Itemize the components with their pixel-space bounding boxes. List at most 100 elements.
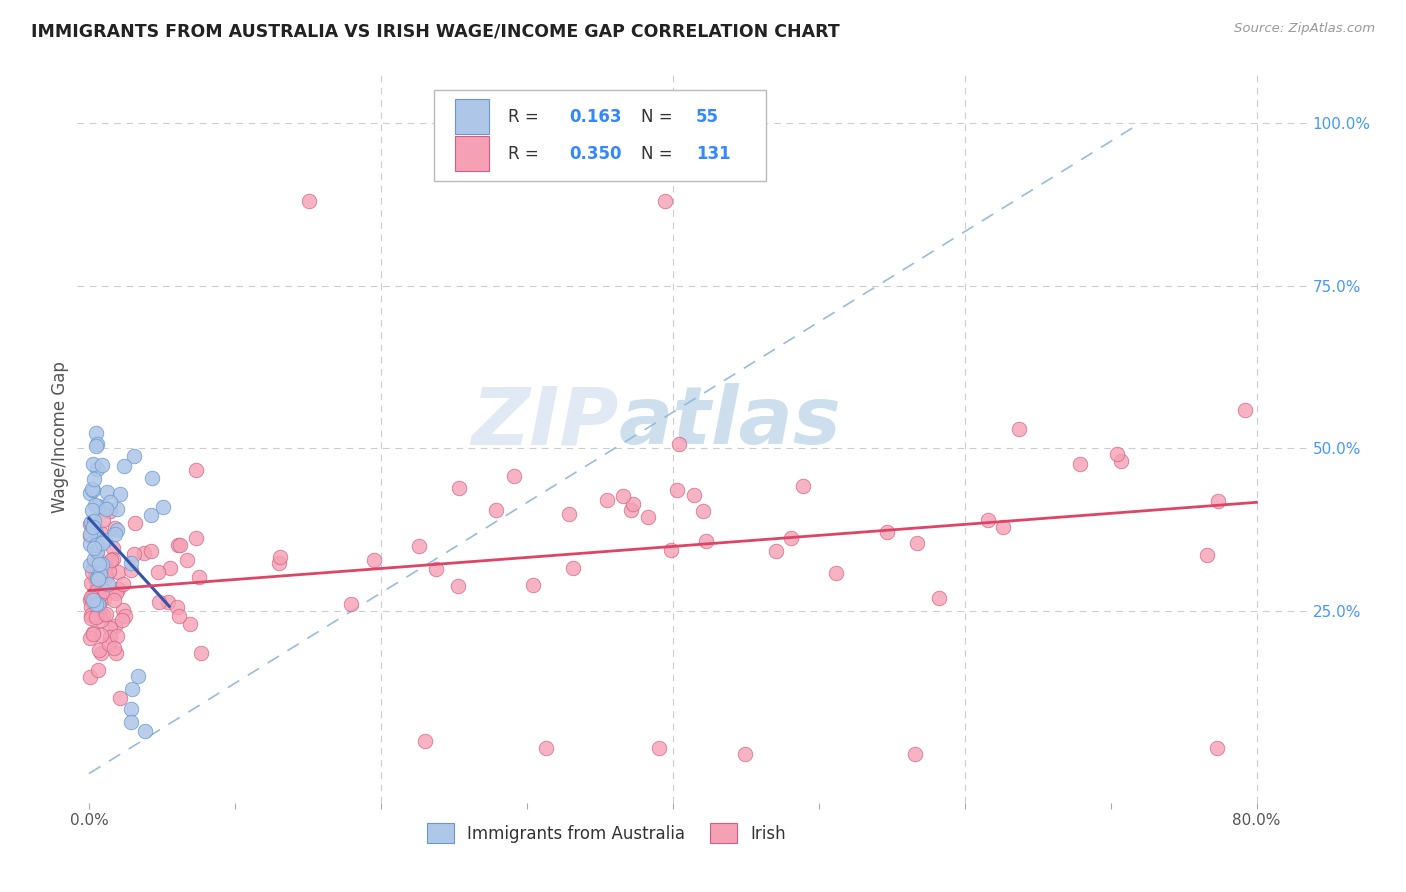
Point — [1233, 403, 1256, 417]
Point — [122, 548, 145, 562]
Point — [93, 591, 115, 606]
Point — [86, 545, 108, 559]
Text: ZIP: ZIP — [471, 384, 619, 461]
Point — [90, 570, 112, 584]
Point — [94, 533, 117, 547]
Point — [780, 531, 803, 545]
Point — [654, 194, 676, 209]
Point — [977, 513, 1000, 527]
Point — [83, 514, 105, 528]
Point — [82, 597, 104, 611]
Point — [105, 629, 128, 643]
Point — [134, 546, 156, 560]
FancyBboxPatch shape — [456, 99, 489, 135]
Point — [447, 578, 470, 592]
Point — [110, 487, 132, 501]
Point — [89, 598, 111, 612]
Point — [79, 558, 101, 572]
Point — [114, 609, 136, 624]
Point — [84, 439, 107, 453]
Point — [87, 558, 110, 572]
Point — [1205, 740, 1227, 755]
Point — [80, 502, 103, 516]
Point — [534, 740, 557, 755]
Point — [80, 611, 103, 625]
Point — [89, 646, 111, 660]
Point — [502, 468, 524, 483]
Point — [596, 492, 619, 507]
Point — [104, 646, 127, 660]
Point — [105, 501, 128, 516]
Point — [298, 194, 321, 209]
Point — [79, 486, 101, 500]
Point — [83, 590, 105, 604]
Point — [100, 553, 122, 567]
Text: R =: R = — [508, 108, 544, 126]
Point — [86, 598, 108, 612]
Point — [825, 566, 848, 580]
Point — [190, 646, 212, 660]
Point — [141, 544, 163, 558]
Point — [648, 740, 671, 755]
Point — [94, 583, 117, 598]
Point — [139, 508, 162, 522]
Point — [340, 597, 363, 611]
Point — [98, 504, 121, 518]
Point — [93, 607, 115, 622]
Point — [1008, 422, 1031, 436]
Text: R =: R = — [508, 145, 544, 163]
Point — [101, 551, 124, 566]
Point — [79, 529, 101, 543]
Point — [97, 637, 120, 651]
Point — [620, 503, 643, 517]
Point — [79, 631, 101, 645]
Point — [111, 614, 134, 628]
Point — [562, 560, 585, 574]
Point — [121, 681, 143, 696]
Point — [666, 483, 689, 497]
Point — [91, 513, 114, 527]
Point — [87, 572, 110, 586]
FancyBboxPatch shape — [434, 90, 766, 181]
Point — [90, 614, 112, 628]
Point — [82, 627, 104, 641]
Point — [79, 515, 101, 529]
Point — [83, 541, 105, 555]
Point — [522, 577, 544, 591]
Point — [167, 609, 190, 624]
Point — [127, 669, 149, 683]
Point — [98, 495, 121, 509]
Point — [97, 576, 120, 591]
Point — [104, 586, 127, 600]
Point — [637, 510, 659, 524]
Point — [83, 472, 105, 486]
Point — [904, 747, 927, 761]
Point — [84, 525, 107, 540]
Point — [104, 521, 127, 535]
Point — [80, 607, 103, 622]
Point — [905, 536, 928, 550]
Point — [695, 534, 717, 549]
Point — [86, 461, 108, 475]
Point — [84, 610, 107, 624]
Point — [184, 532, 207, 546]
Point — [112, 459, 135, 474]
Point — [184, 462, 207, 476]
Point — [84, 570, 107, 584]
Point — [1197, 549, 1219, 563]
Point — [87, 499, 110, 513]
Point — [84, 574, 107, 588]
Point — [1105, 447, 1128, 461]
Text: 55: 55 — [696, 108, 718, 126]
Text: Source: ZipAtlas.com: Source: ZipAtlas.com — [1234, 22, 1375, 36]
Point — [91, 557, 114, 571]
Text: 131: 131 — [696, 145, 731, 163]
Point — [84, 583, 107, 598]
Point — [120, 714, 142, 729]
Point — [86, 437, 108, 451]
Point — [110, 690, 132, 705]
Point — [86, 664, 108, 678]
Point — [413, 734, 436, 748]
Point — [86, 571, 108, 585]
Point — [82, 483, 104, 497]
